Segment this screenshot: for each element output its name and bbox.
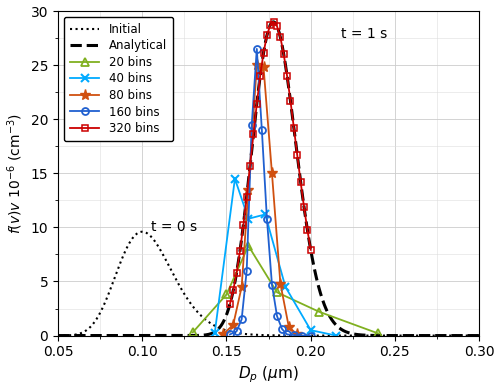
320 bins bbox=[274, 24, 280, 29]
320 bins bbox=[227, 302, 233, 307]
160 bins bbox=[279, 327, 285, 332]
320 bins bbox=[298, 179, 304, 184]
320 bins bbox=[247, 163, 253, 168]
160 bins bbox=[244, 268, 250, 273]
80 bins bbox=[260, 65, 266, 70]
320 bins bbox=[257, 74, 263, 79]
20 bins bbox=[246, 244, 252, 248]
320 bins bbox=[240, 223, 246, 228]
Line: 40 bins: 40 bins bbox=[210, 174, 340, 340]
160 bins bbox=[234, 329, 239, 334]
Text: t = 0 s: t = 0 s bbox=[150, 220, 197, 234]
Analytical bbox=[55, 333, 61, 338]
Initial bbox=[468, 333, 474, 338]
Initial bbox=[422, 333, 428, 338]
80 bins bbox=[230, 323, 236, 327]
40 bins bbox=[232, 176, 238, 181]
Line: 160 bins: 160 bins bbox=[226, 45, 314, 339]
Analytical bbox=[468, 333, 474, 338]
320 bins bbox=[250, 132, 256, 136]
40 bins bbox=[246, 216, 252, 221]
Analytical bbox=[476, 333, 482, 338]
320 bins bbox=[301, 204, 307, 209]
80 bins bbox=[278, 281, 283, 286]
320 bins bbox=[264, 33, 270, 38]
20 bins bbox=[224, 292, 230, 297]
20 bins bbox=[316, 309, 322, 314]
Line: 80 bins: 80 bins bbox=[218, 59, 303, 340]
40 bins bbox=[262, 212, 268, 217]
320 bins bbox=[278, 35, 283, 40]
Initial bbox=[103, 298, 109, 302]
160 bins bbox=[274, 314, 280, 318]
320 bins bbox=[281, 52, 287, 57]
Line: 320 bins: 320 bins bbox=[227, 19, 314, 307]
20 bins bbox=[375, 331, 381, 336]
80 bins bbox=[238, 285, 244, 289]
80 bins bbox=[246, 187, 252, 192]
Line: Initial: Initial bbox=[58, 232, 479, 335]
Analytical bbox=[235, 263, 241, 268]
160 bins bbox=[249, 122, 255, 127]
320 bins bbox=[254, 101, 260, 106]
Initial bbox=[139, 230, 145, 234]
80 bins bbox=[254, 63, 260, 68]
40 bins bbox=[282, 285, 288, 289]
320 bins bbox=[237, 249, 243, 253]
Initial bbox=[235, 331, 241, 335]
320 bins bbox=[270, 20, 276, 24]
Line: 20 bins: 20 bins bbox=[188, 242, 382, 337]
Initial bbox=[216, 326, 222, 330]
Initial bbox=[55, 333, 61, 338]
320 bins bbox=[291, 126, 297, 130]
160 bins bbox=[308, 333, 314, 338]
80 bins bbox=[269, 171, 275, 176]
160 bins bbox=[291, 333, 297, 337]
40 bins bbox=[308, 328, 314, 332]
160 bins bbox=[269, 282, 275, 287]
160 bins bbox=[227, 332, 233, 337]
80 bins bbox=[286, 325, 292, 329]
Analytical bbox=[422, 333, 428, 338]
320 bins bbox=[244, 194, 250, 199]
Initial bbox=[476, 333, 482, 338]
Analytical bbox=[270, 20, 276, 24]
160 bins bbox=[259, 128, 265, 133]
320 bins bbox=[288, 99, 294, 103]
Y-axis label: $f(v)v\ 10^{-6}$ (cm$^{-3}$): $f(v)v\ 10^{-6}$ (cm$^{-3}$) bbox=[6, 113, 25, 234]
320 bins bbox=[308, 248, 314, 252]
320 bins bbox=[304, 227, 310, 232]
20 bins bbox=[190, 330, 196, 335]
160 bins bbox=[238, 317, 244, 322]
Initial bbox=[128, 238, 134, 243]
Text: t = 1 s: t = 1 s bbox=[341, 27, 388, 41]
320 bins bbox=[284, 74, 290, 79]
160 bins bbox=[254, 47, 260, 51]
20 bins bbox=[274, 290, 280, 295]
80 bins bbox=[220, 332, 226, 337]
40 bins bbox=[212, 331, 218, 336]
Line: Analytical: Analytical bbox=[58, 22, 479, 335]
320 bins bbox=[268, 23, 274, 27]
160 bins bbox=[284, 332, 290, 337]
80 bins bbox=[294, 332, 300, 337]
320 bins bbox=[234, 270, 239, 275]
320 bins bbox=[260, 50, 266, 55]
160 bins bbox=[300, 333, 306, 338]
Analytical bbox=[216, 325, 222, 330]
320 bins bbox=[230, 288, 236, 293]
Analytical bbox=[128, 333, 134, 338]
40 bins bbox=[333, 333, 339, 338]
Analytical bbox=[103, 333, 109, 338]
X-axis label: $D_p$ ($\mu$m): $D_p$ ($\mu$m) bbox=[238, 365, 299, 386]
320 bins bbox=[294, 153, 300, 158]
160 bins bbox=[264, 216, 270, 221]
Legend: Initial, Analytical, 20 bins, 40 bins, 80 bins, 160 bins, 320 bins: Initial, Analytical, 20 bins, 40 bins, 8… bbox=[64, 17, 173, 141]
